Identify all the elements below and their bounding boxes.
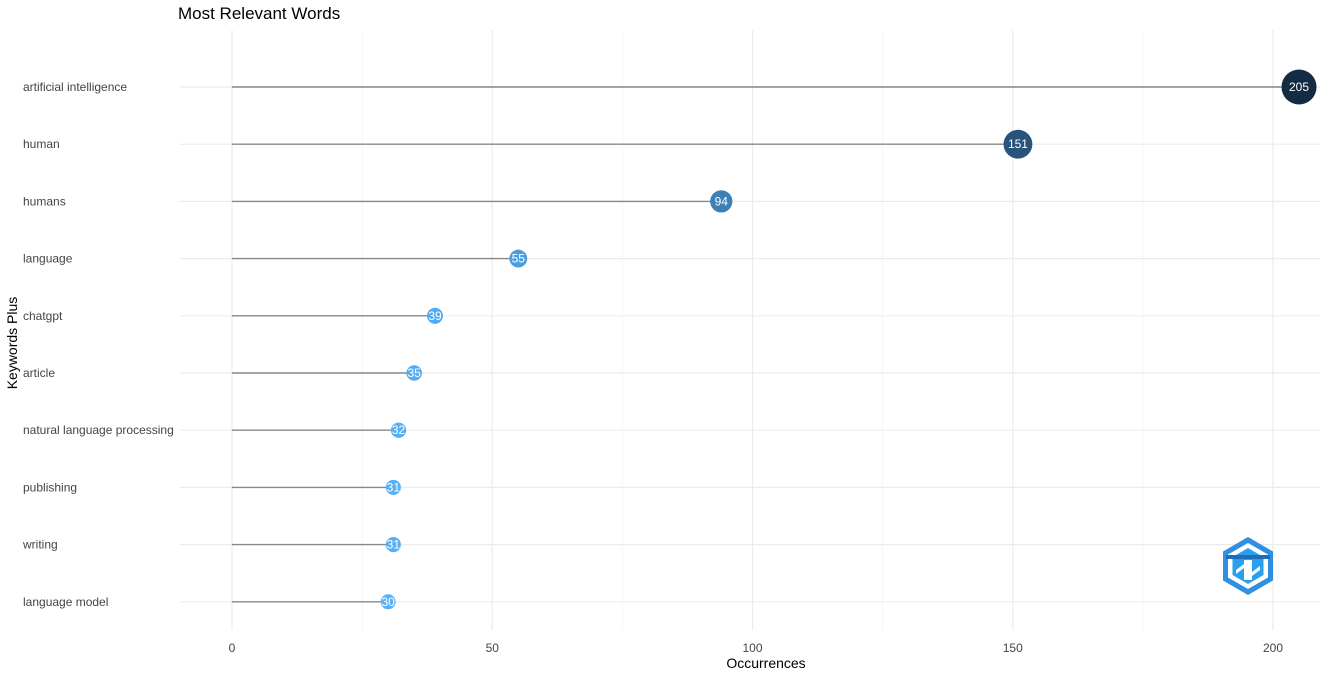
lollipop-dot [509,249,528,268]
dots: 205 151 94 55 39 35 32 31 31 30 [380,69,1317,610]
chart-title: Most Relevant Words [178,4,340,23]
category-label: language [23,252,73,266]
y-axis-title: Keywords Plus [4,297,20,390]
lollipop-dot [426,307,444,324]
lollipop-dot [1003,129,1033,159]
grid [180,30,1320,630]
watermark-logo [1223,537,1273,595]
x-tick-label: 200 [1263,641,1283,655]
value-label: 151 [1008,137,1028,151]
lollipop-dot [390,422,407,438]
lollipop-dot [1281,69,1317,105]
value-label: 205 [1289,80,1309,94]
category-label: publishing [23,480,77,494]
x-tick-labels: 0 50 100 150 200 [229,641,1284,655]
category-label: language model [23,595,108,609]
value-label: 94 [715,194,729,208]
value-label: 30 [381,595,395,609]
category-label: artificial intelligence [23,80,127,94]
lollipop-dot [380,594,396,610]
x-tick-label: 50 [486,641,500,655]
value-label: 31 [387,538,401,552]
value-label: 32 [392,423,406,437]
category-labels: artificial intelligence human humans langua… [22,80,174,609]
x-axis-title: Occurrences [726,655,805,671]
category-label: human [23,137,60,151]
value-label: 39 [428,309,442,323]
value-label: 31 [387,480,401,494]
value-label: 35 [407,366,421,380]
category-label: writing [22,538,58,552]
x-tick-label: 100 [742,641,762,655]
lollipop-dot [406,365,422,381]
category-label: natural language processing [23,423,174,437]
lollipop-dot [385,479,401,495]
lollipop-dot [385,537,401,553]
category-label: humans [23,194,66,208]
category-label: chatgpt [23,309,63,323]
x-tick-label: 150 [1003,641,1023,655]
x-tick-label: 0 [229,641,236,655]
lollipop-dot [710,190,733,213]
stems [232,86,1300,603]
category-label: article [23,366,55,380]
value-label: 55 [512,252,526,266]
